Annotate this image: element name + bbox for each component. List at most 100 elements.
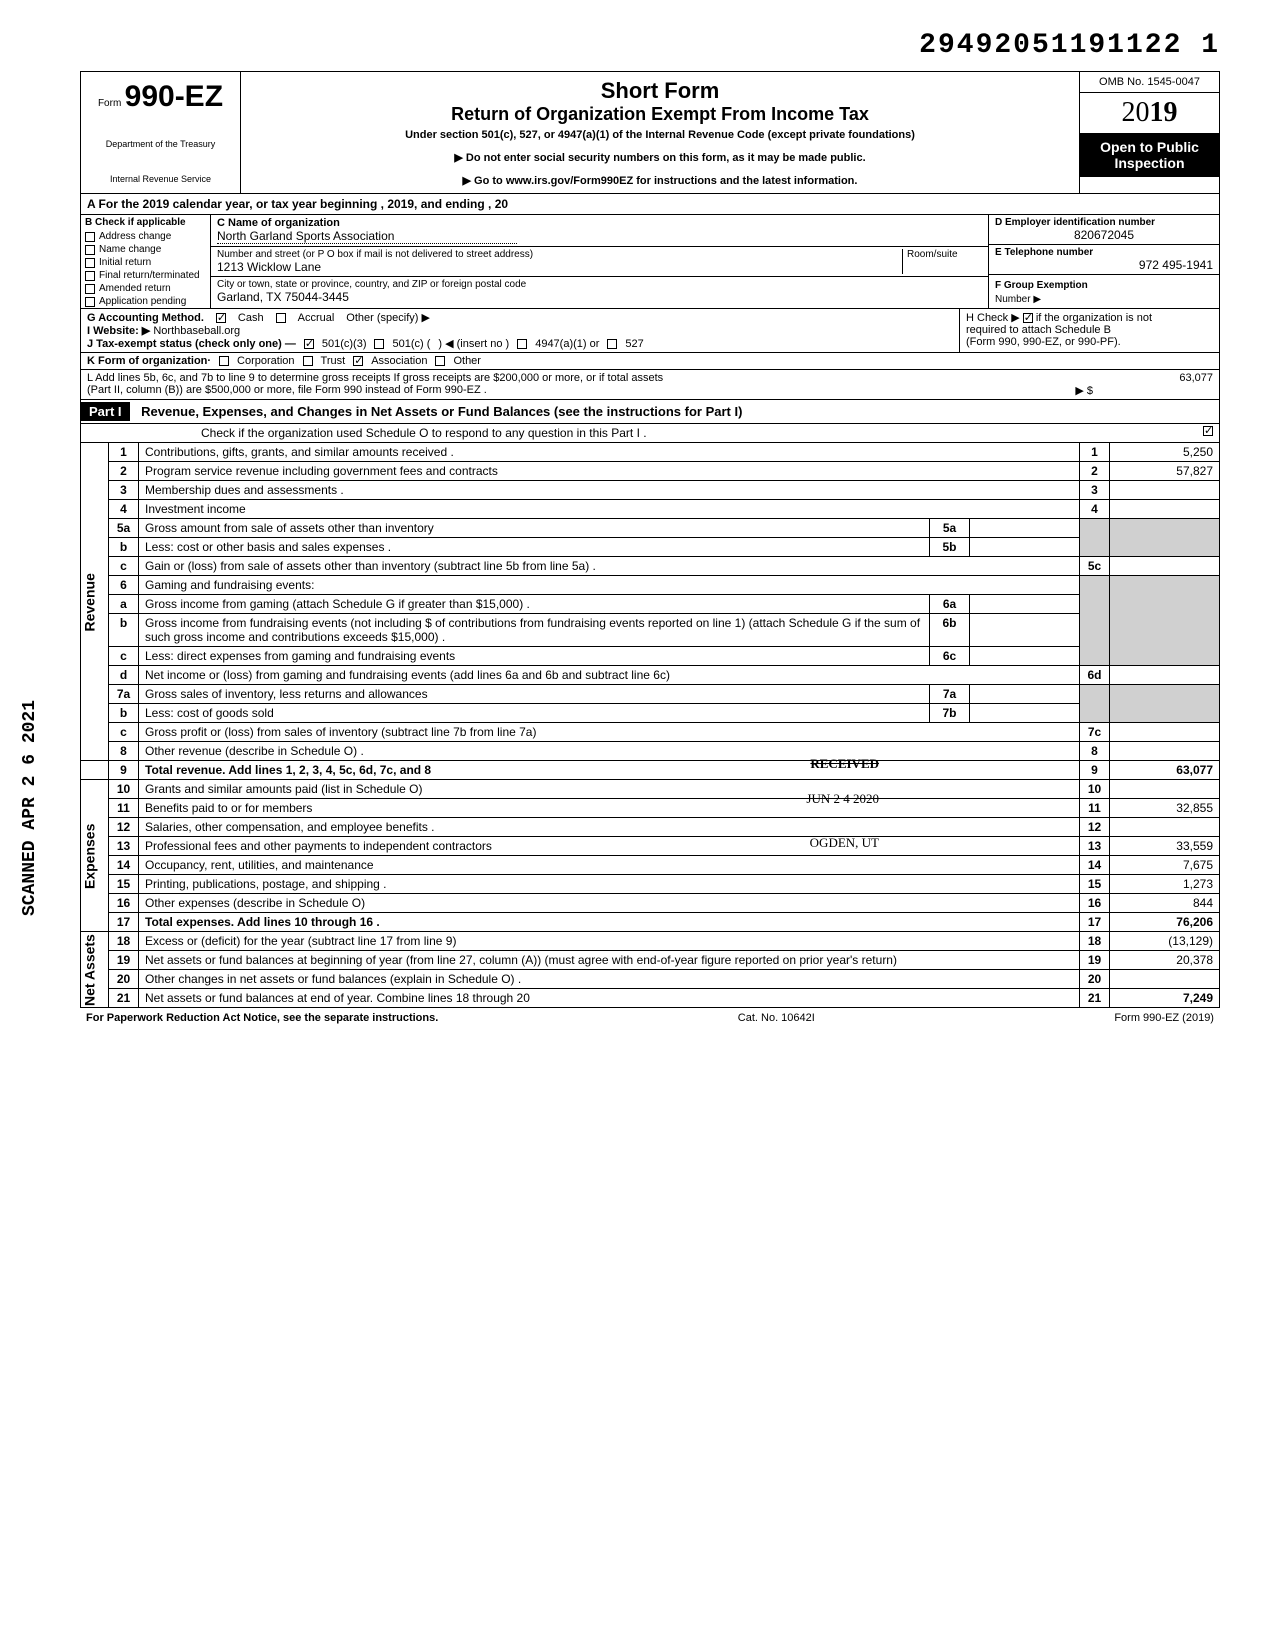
instruction-website: ▶ Go to www.irs.gov/Form990EZ for instru… [251, 174, 1069, 187]
label-city: City or town, state or province, country… [217, 279, 982, 290]
line-1-num: 1 [109, 443, 139, 462]
label-website: I Website: ▶ [87, 325, 150, 337]
line-7ab-shade-val [1110, 685, 1220, 723]
label-4947: 4947(a)(1) or [535, 338, 599, 350]
scanned-stamp: SCANNED APR 2 6 2021 [20, 700, 40, 916]
line-4-desc: Investment income [139, 500, 1080, 519]
line-20-rnum: 20 [1080, 970, 1110, 989]
checkbox-name-change[interactable] [85, 245, 95, 255]
line-5ab-shade-val [1110, 519, 1220, 557]
form-header: Form 990-EZ Department of the Treasury I… [80, 71, 1220, 194]
label-address-change: Address change [99, 231, 171, 242]
stamp-date: JUN 2 4 2020 [806, 791, 879, 807]
line-8-desc: Other revenue (describe in Schedule O) . [139, 742, 1080, 761]
form-prefix: Form [98, 98, 121, 109]
line-10-value [1110, 780, 1220, 799]
checkbox-association[interactable] [353, 356, 363, 366]
line-5b-innum: 5b [930, 538, 970, 557]
line-15-rnum: 15 [1080, 875, 1110, 894]
label-h-text2: required to attach Schedule B [966, 324, 1213, 336]
checkbox-trust[interactable] [303, 356, 313, 366]
label-insert-no: ) ◀ (insert no ) [438, 337, 509, 350]
received-stamp: RECEIVED [810, 756, 879, 772]
instruction-ssn: ▶ Do not enter social security numbers o… [251, 151, 1069, 164]
line-6a-num: a [109, 595, 139, 614]
document-id: 29492051191122 1 [80, 30, 1220, 61]
line-6b-num: b [109, 614, 139, 647]
short-form-label: Short Form [251, 78, 1069, 104]
line-2-num: 2 [109, 462, 139, 481]
dept-irs: Internal Revenue Service [87, 174, 234, 184]
checkbox-initial-return[interactable] [85, 258, 95, 268]
value-street: 1213 Wicklow Lane [217, 260, 321, 274]
stamp-date-box: JUN 2 4 2020 [806, 791, 879, 807]
row-l-arrow: ▶ $ [1075, 384, 1093, 397]
value-ein: 820672045 [995, 228, 1213, 242]
line-5b-inval [970, 538, 1080, 557]
line-6b-desc: Gross income from fundraising events (no… [139, 614, 930, 647]
line-14-num: 14 [109, 856, 139, 875]
line-7c-rnum: 7c [1080, 723, 1110, 742]
tax-year: 2019 [1080, 93, 1219, 133]
line-7a-innum: 7a [930, 685, 970, 704]
line-18-value: (13,129) [1110, 932, 1220, 951]
line-6c-num: c [109, 647, 139, 666]
label-name-change: Name change [99, 244, 161, 255]
line-3-value [1110, 481, 1220, 500]
checkbox-other-org[interactable] [435, 356, 445, 366]
line-7b-inval [970, 704, 1080, 723]
label-amended: Amended return [99, 283, 171, 294]
line-5a-num: 5a [109, 519, 139, 538]
line-4-num: 4 [109, 500, 139, 519]
line-16-num: 16 [109, 894, 139, 913]
checkbox-address-change[interactable] [85, 232, 95, 242]
line-5c-num: c [109, 557, 139, 576]
line-7a-desc: Gross sales of inventory, less returns a… [139, 685, 930, 704]
line-9-desc: Total revenue. Add lines 1, 2, 3, 4, 5c,… [145, 763, 431, 777]
line-9-value: 63,077 [1110, 761, 1220, 780]
line-7ab-shade [1080, 685, 1110, 723]
label-accrual: Accrual [298, 312, 335, 324]
year-suffix: 19 [1150, 97, 1178, 128]
footer-catalog: Cat. No. 10642I [738, 1012, 815, 1024]
checkbox-501c3[interactable] [304, 339, 314, 349]
checkbox-cash[interactable] [216, 313, 226, 323]
line-20-value [1110, 970, 1220, 989]
checkbox-corporation[interactable] [219, 356, 229, 366]
checkbox-final-return[interactable] [85, 271, 95, 281]
line-1-rnum: 1 [1080, 443, 1110, 462]
label-accounting-method: G Accounting Method. [87, 312, 204, 324]
line-5a-innum: 5a [930, 519, 970, 538]
checkbox-accrual[interactable] [276, 313, 286, 323]
line-14-rnum: 14 [1080, 856, 1110, 875]
financial-lines-table: Revenue 1 Contributions, gifts, grants, … [80, 443, 1220, 1008]
line-20-desc: Other changes in net assets or fund bala… [139, 970, 1080, 989]
label-h-text1: if the organization is not [1036, 312, 1152, 324]
checkbox-527[interactable] [607, 339, 617, 349]
line-6c-inval [970, 647, 1080, 666]
label-room-suite: Room/suite [902, 249, 982, 274]
line-6-num: 6 [109, 576, 139, 595]
line-5c-desc: Gain or (loss) from sale of assets other… [139, 557, 1080, 576]
checkbox-4947[interactable] [517, 339, 527, 349]
line-7b-num: b [109, 704, 139, 723]
line-8-rnum: 8 [1080, 742, 1110, 761]
line-20-num: 20 [109, 970, 139, 989]
checkbox-amended[interactable] [85, 284, 95, 294]
line-11-num: 11 [109, 799, 139, 818]
checkbox-schedule-o[interactable] [1203, 426, 1213, 436]
value-org-name: North Garland Sports Association [217, 229, 517, 244]
line-21-num: 21 [109, 989, 139, 1008]
checkbox-app-pending[interactable] [85, 297, 95, 307]
label-phone: E Telephone number [995, 247, 1213, 258]
line-13-rnum: 13 [1080, 837, 1110, 856]
stamp-received: RECEIVED [810, 756, 879, 772]
form-footer: For Paperwork Reduction Act Notice, see … [80, 1008, 1220, 1028]
checkbox-schedule-b[interactable] [1023, 313, 1033, 323]
checkbox-501c[interactable] [374, 339, 384, 349]
value-city: Garland, TX 75044-3445 [217, 290, 349, 304]
line-7c-desc: Gross profit or (loss) from sales of inv… [139, 723, 1080, 742]
label-app-pending: Application pending [99, 296, 186, 307]
line-6a-inval [970, 595, 1080, 614]
line-5b-desc: Less: cost or other basis and sales expe… [139, 538, 930, 557]
